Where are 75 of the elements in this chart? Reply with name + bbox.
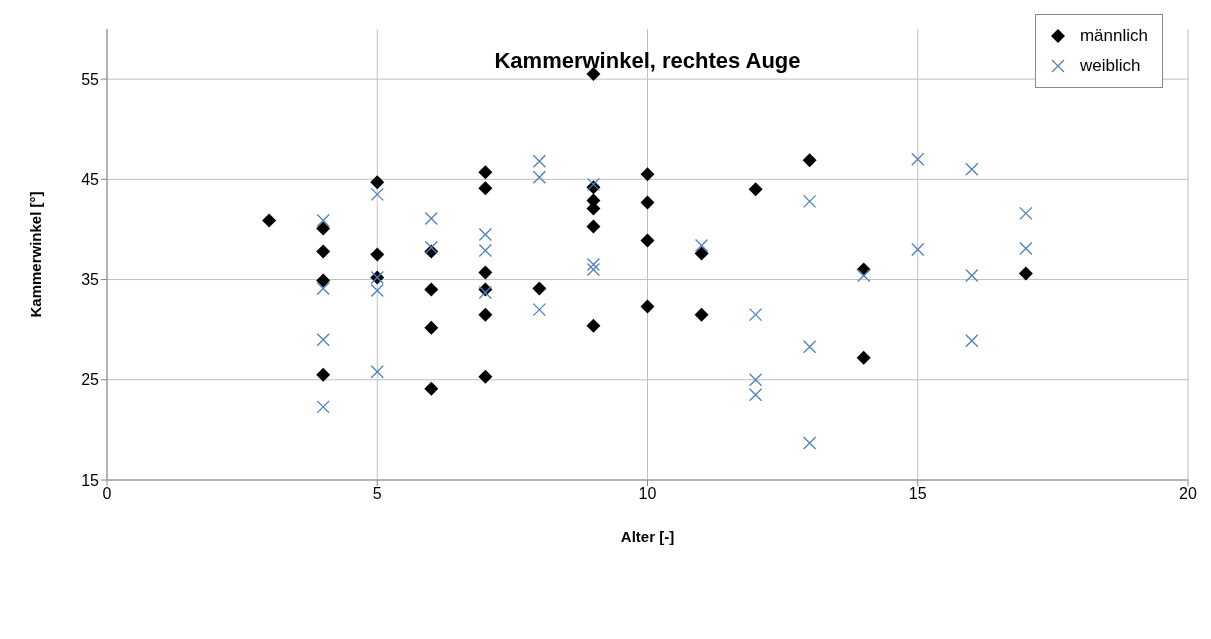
point (1019, 206, 1033, 221)
point (316, 221, 331, 236)
point (316, 273, 331, 288)
point (316, 281, 330, 296)
point (262, 213, 277, 228)
point (1019, 241, 1033, 256)
point (803, 436, 817, 450)
point (370, 247, 385, 262)
point (316, 213, 330, 228)
x-tick-label: 5 (372, 485, 382, 503)
y-tick-label: 15 (81, 471, 100, 489)
point (370, 283, 384, 298)
point (424, 320, 439, 335)
y-axis-title: Kammerwinkel [°] (27, 191, 45, 318)
point (857, 268, 871, 283)
text: Kammerwinkel, rechtes Auge (494, 48, 801, 73)
point (1018, 266, 1033, 281)
y-tick-label: 35 (81, 271, 100, 289)
point (694, 238, 709, 253)
point (965, 268, 979, 283)
y-tick-label: 55 (81, 70, 100, 88)
point (316, 400, 330, 414)
point (370, 175, 385, 190)
point (586, 219, 601, 234)
point (478, 243, 492, 258)
point (478, 369, 493, 384)
legend-label: männlich (1079, 26, 1148, 46)
point (965, 334, 979, 348)
legend-label: weiblich (1079, 56, 1141, 76)
y-tick-label: 25 (81, 371, 100, 389)
point (316, 367, 331, 382)
point (424, 211, 438, 226)
x-tick-label: 0 (102, 485, 112, 503)
point (316, 333, 330, 347)
x-tick-label: 10 (638, 485, 657, 503)
x-tick-label: 20 (1179, 485, 1197, 503)
point (748, 373, 763, 387)
point (532, 302, 547, 317)
point (640, 195, 655, 210)
point (803, 194, 817, 209)
point (370, 187, 384, 202)
point (532, 154, 547, 168)
point (856, 350, 871, 365)
point (965, 162, 979, 176)
x-axis-title: Alter [-] (620, 528, 675, 545)
point (478, 227, 492, 242)
point (478, 181, 493, 196)
point (478, 265, 493, 280)
point (748, 388, 763, 402)
point (640, 299, 655, 314)
point (424, 240, 438, 255)
point (586, 262, 601, 277)
point (803, 340, 817, 354)
point (424, 381, 439, 396)
point (911, 152, 925, 166)
point (586, 318, 601, 333)
point (748, 307, 763, 322)
point (802, 153, 817, 168)
point (911, 242, 925, 257)
point (370, 365, 384, 379)
point (586, 257, 601, 272)
x-tick-label: 15 (908, 485, 927, 503)
point (640, 167, 655, 182)
point (532, 170, 547, 184)
point (586, 177, 601, 191)
point (694, 307, 709, 322)
point (316, 244, 331, 259)
point (424, 282, 439, 297)
point (532, 281, 547, 296)
point (694, 246, 709, 261)
point (478, 165, 493, 180)
point (748, 182, 763, 197)
point (640, 233, 655, 248)
y-tick-label: 45 (81, 171, 100, 189)
point (478, 307, 493, 322)
